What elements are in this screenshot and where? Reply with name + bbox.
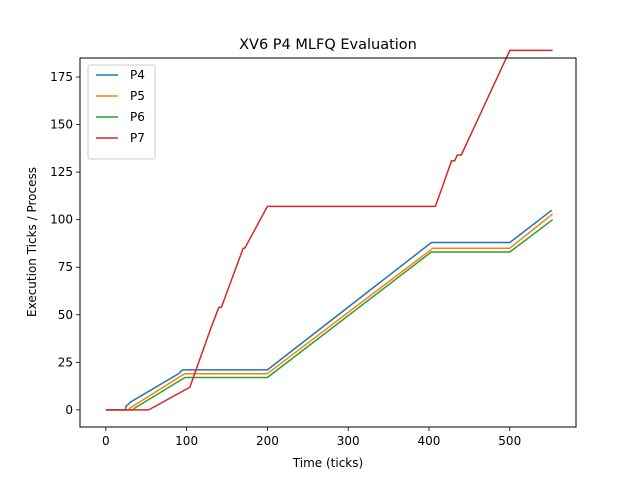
y-tick-label: 75 [58,260,73,274]
y-tick-label: 0 [65,403,73,417]
legend-label: P4 [130,68,145,82]
plot-lines [105,49,554,411]
x-tick-label: 500 [498,434,521,448]
legend-box [87,64,156,160]
series-line-p7 [105,49,553,411]
x-tick-label: 300 [337,434,360,448]
y-axis-title: Execution Ticks / Process [25,167,39,317]
series-line-p4 [105,209,553,411]
legend-label: P5 [130,89,145,103]
x-tick-label: 0 [102,434,110,448]
y-tick-label: 125 [50,165,73,179]
x-tick-label: 100 [175,434,198,448]
chart-title: XV6 P4 MLFQ Evaluation [239,37,417,53]
plot-frame [79,57,577,428]
legend-label: P7 [130,131,145,145]
y-axis: 0 25 50 75 100 125 150 175 [50,70,80,417]
y-tick-label: 175 [50,70,73,84]
legend-label: P6 [130,110,145,124]
x-axis: 0 100 200 300 400 500 [102,427,521,448]
y-tick-label: 150 [50,118,73,132]
y-tick-label: 50 [58,308,73,322]
x-tick-label: 200 [256,434,279,448]
x-axis-title: Time (ticks) [292,456,363,470]
x-tick-label: 400 [418,434,441,448]
legend: P4 P5 P6 P7 [87,64,156,160]
y-tick-label: 100 [50,213,73,227]
series-line-p5 [105,213,554,411]
y-tick-label: 25 [58,355,73,369]
